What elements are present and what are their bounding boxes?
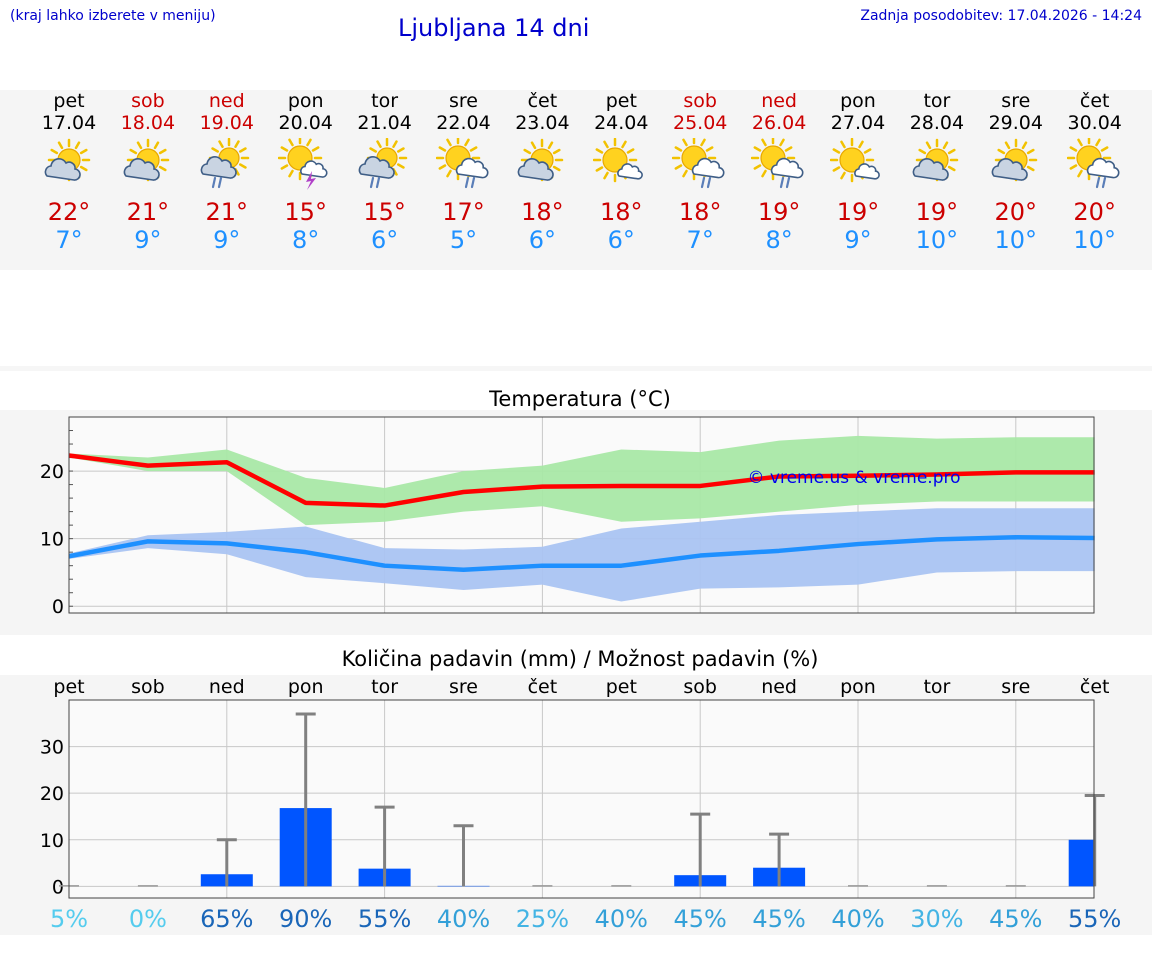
day-name: sob [683, 90, 717, 112]
min-temp: 5° [449, 226, 478, 254]
partly-cloudy-icon [912, 138, 959, 182]
day-date: 22.04 [436, 112, 491, 134]
location-hint: (kraj lahko izberete v meniju) [10, 8, 216, 24]
day-date: 30.04 [1067, 112, 1122, 134]
max-temp: 18° [521, 198, 564, 226]
partly-cloudy-icon [44, 138, 91, 182]
sun-cloud-rain-icon [672, 138, 725, 189]
day-date: 23.04 [515, 112, 570, 134]
day-date: 18.04 [120, 112, 176, 134]
day-column: čet 30.04 20° 10° [1055, 90, 1135, 254]
min-temp: 10° [1073, 226, 1116, 254]
sun-cloud-rain-icon [435, 138, 488, 189]
temperature-panel [0, 410, 1152, 635]
page-title: Ljubljana 14 dni [398, 14, 590, 42]
day-name: pet [605, 90, 637, 112]
max-temp: 19° [915, 198, 959, 226]
day-name: pet [53, 90, 85, 112]
temperature-chart-title: Temperatura (°C) [489, 387, 671, 411]
sun-cloud-rain-icon [1066, 138, 1120, 189]
min-temp: 7° [55, 226, 83, 254]
last-updated: Zadnja posodobitev: 17.04.2026 - 14:24 [860, 8, 1142, 24]
day-name: sre [1001, 90, 1031, 112]
cloudy-rain-icon [358, 138, 407, 189]
max-temp: 19° [757, 198, 801, 226]
day-column: pet 24.04 18° 6° [581, 90, 661, 254]
day-column: pet 17.04 22° 7° [29, 90, 109, 254]
min-temp: 7° [686, 226, 714, 254]
day-column: tor 28.04 19° 10° [897, 90, 977, 254]
day-name: tor [923, 90, 951, 112]
sun-small-cloud-icon [830, 138, 880, 183]
day-column: sre 29.04 20° 10° [976, 90, 1056, 254]
day-column: ned 19.04 21° 9° [187, 90, 267, 254]
day-date: 29.04 [988, 112, 1043, 134]
day-date: 24.04 [594, 112, 649, 134]
day-date: 17.04 [41, 112, 97, 134]
day-column: ned 26.04 19° 8° [739, 90, 819, 254]
day-name: pon [840, 90, 876, 112]
day-column: čet 23.04 18° 6° [502, 90, 582, 254]
thunderstorm-icon [277, 138, 328, 190]
max-temp: 22° [47, 198, 91, 226]
max-temp: 15° [284, 198, 327, 226]
day-name: čet [1079, 90, 1110, 112]
max-temp: 21° [126, 198, 170, 226]
partly-cloudy-icon [991, 138, 1038, 182]
day-name: ned [208, 90, 245, 112]
day-date: 25.04 [672, 112, 728, 134]
day-name: sre [449, 90, 478, 112]
daily-forecast-strip: pet 17.04 22° 7° sob 18.04 21° 9° ned 19.04 21° 9° p… [0, 90, 1152, 270]
day-name: ned [761, 90, 797, 112]
min-temp: 9° [844, 226, 872, 254]
max-temp: 17° [442, 198, 485, 226]
day-column: pon 27.04 19° 9° [818, 90, 898, 254]
max-temp: 15° [363, 198, 406, 226]
precipitation-panel [0, 675, 1152, 935]
max-temp: 18° [678, 198, 722, 226]
day-date: 27.04 [830, 112, 886, 134]
day-date: 26.04 [751, 112, 807, 134]
min-temp: 6° [370, 226, 399, 254]
day-name: čet [527, 90, 558, 112]
max-temp: 21° [205, 198, 249, 226]
min-temp: 8° [292, 226, 320, 254]
partly-cloudy-icon [518, 138, 564, 182]
min-temp: 10° [994, 226, 1038, 254]
max-temp: 18° [600, 198, 643, 226]
day-date: 21.04 [357, 112, 412, 134]
min-temp: 10° [915, 226, 959, 254]
day-name: tor [371, 90, 399, 112]
min-temp: 9° [134, 226, 162, 254]
max-temp: 20° [994, 198, 1038, 226]
max-temp: 19° [836, 198, 880, 226]
cloudy-rain-icon [200, 138, 250, 189]
separator [0, 366, 1152, 371]
day-name: sob [131, 90, 165, 112]
partly-cloudy-icon [123, 138, 170, 182]
day-column: sob 25.04 18° 7° [660, 90, 740, 254]
day-date: 19.04 [199, 112, 254, 134]
day-date: 28.04 [909, 112, 965, 134]
day-column: tor 21.04 15° 6° [345, 90, 425, 254]
max-temp: 20° [1073, 198, 1116, 226]
sun-cloud-rain-icon [751, 138, 804, 189]
sun-small-cloud-icon [593, 138, 644, 183]
day-name: pon [287, 90, 324, 112]
min-temp: 6° [607, 226, 635, 254]
day-column: sre 22.04 17° 5° [424, 90, 504, 254]
min-temp: 9° [213, 226, 241, 254]
day-column: pon 20.04 15° 8° [266, 90, 346, 254]
precipitation-chart-title: Količina padavin (mm) / Možnost padavin … [341, 647, 819, 671]
min-temp: 8° [765, 226, 793, 254]
day-column: sob 18.04 21° 9° [108, 90, 188, 254]
min-temp: 6° [528, 226, 557, 254]
day-date: 20.04 [278, 112, 333, 134]
